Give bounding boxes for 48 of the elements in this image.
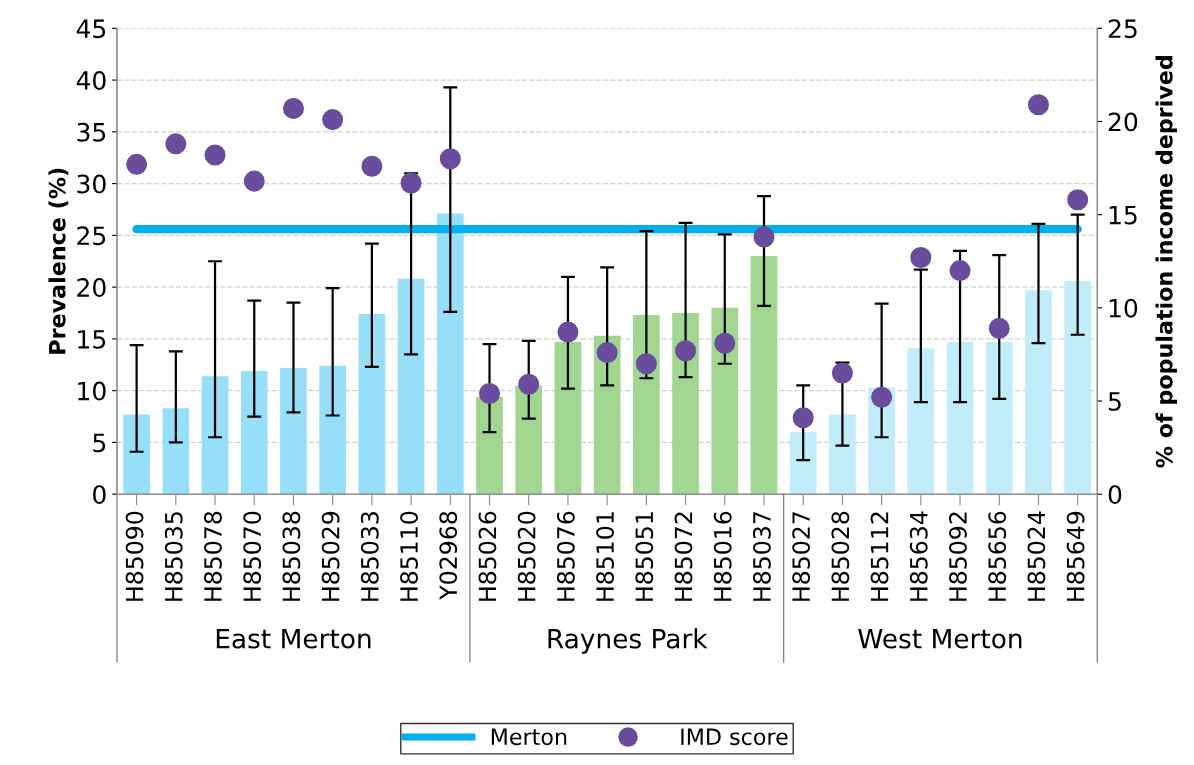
x-tick-label: H85634 bbox=[909, 511, 928, 601]
y-tick-label: 5 bbox=[93, 433, 106, 453]
y2-tick-label: 25 bbox=[1108, 19, 1137, 39]
y-tick-label: 10 bbox=[78, 381, 106, 401]
legend-label: IMD score bbox=[681, 728, 788, 746]
x-tick-label: H85027 bbox=[792, 512, 811, 601]
y2-axis-title: % of population income deprived bbox=[1155, 56, 1177, 468]
text: Raynes Park bbox=[548, 628, 708, 654]
x-tick-label: H85016 bbox=[713, 511, 732, 601]
y2-tick-label: 0 bbox=[1108, 485, 1122, 505]
x-tick-label: H85070 bbox=[243, 511, 262, 601]
x-tick-label: H85029 bbox=[321, 511, 340, 601]
x-tick-label: H85649 bbox=[1066, 511, 1085, 601]
x-tick-label: H85101 bbox=[596, 512, 614, 601]
y-tick-label: 15 bbox=[78, 330, 106, 349]
x-tick-label: H85033 bbox=[360, 512, 379, 601]
y-tick-label: 20 bbox=[77, 278, 106, 297]
y2-tick-label: 10 bbox=[1109, 298, 1138, 318]
y-tick-label: 45 bbox=[76, 19, 106, 39]
x-tick-label: Y02968 bbox=[439, 511, 458, 600]
x-tick-label: H85092 bbox=[949, 512, 967, 601]
y2-tick-label: 5 bbox=[1108, 392, 1121, 411]
legend-label: Merton bbox=[491, 728, 567, 746]
text: West Merton bbox=[858, 628, 1022, 649]
x-tick-label: H85656 bbox=[988, 511, 1007, 601]
x-tick-label: H85035 bbox=[164, 512, 183, 601]
x-tick-label: H85024 bbox=[1027, 511, 1046, 601]
x-tick-label: H85072 bbox=[674, 512, 693, 601]
x-tick-label: H85112 bbox=[870, 512, 889, 601]
y-tick-label: 40 bbox=[76, 71, 106, 90]
text: East Merton bbox=[216, 628, 371, 649]
x-tick-label: H85038 bbox=[282, 511, 301, 601]
y-axis-title: Prevalence (%) bbox=[48, 168, 69, 354]
x-tick-label: H85028 bbox=[831, 511, 850, 601]
x-tick-label: H85076 bbox=[556, 511, 575, 601]
x-tick-label: H85110 bbox=[400, 511, 418, 601]
x-tick-label: H85037 bbox=[752, 512, 771, 601]
x-tick-label: H85078 bbox=[204, 511, 222, 601]
y2-tick-label: 20 bbox=[1108, 112, 1138, 132]
x-tick-label: H85090 bbox=[125, 511, 144, 601]
y2-tick-label: 15 bbox=[1109, 205, 1137, 225]
y-tick-label: 0 bbox=[93, 485, 106, 505]
y-tick-label: 25 bbox=[77, 226, 106, 246]
y-tick-label: 35 bbox=[77, 122, 106, 142]
y-tick-label: 30 bbox=[77, 174, 106, 194]
x-tick-label: H85026 bbox=[478, 511, 497, 601]
x-tick-label: H85051 bbox=[635, 512, 654, 601]
x-tick-label: H85020 bbox=[517, 511, 536, 601]
